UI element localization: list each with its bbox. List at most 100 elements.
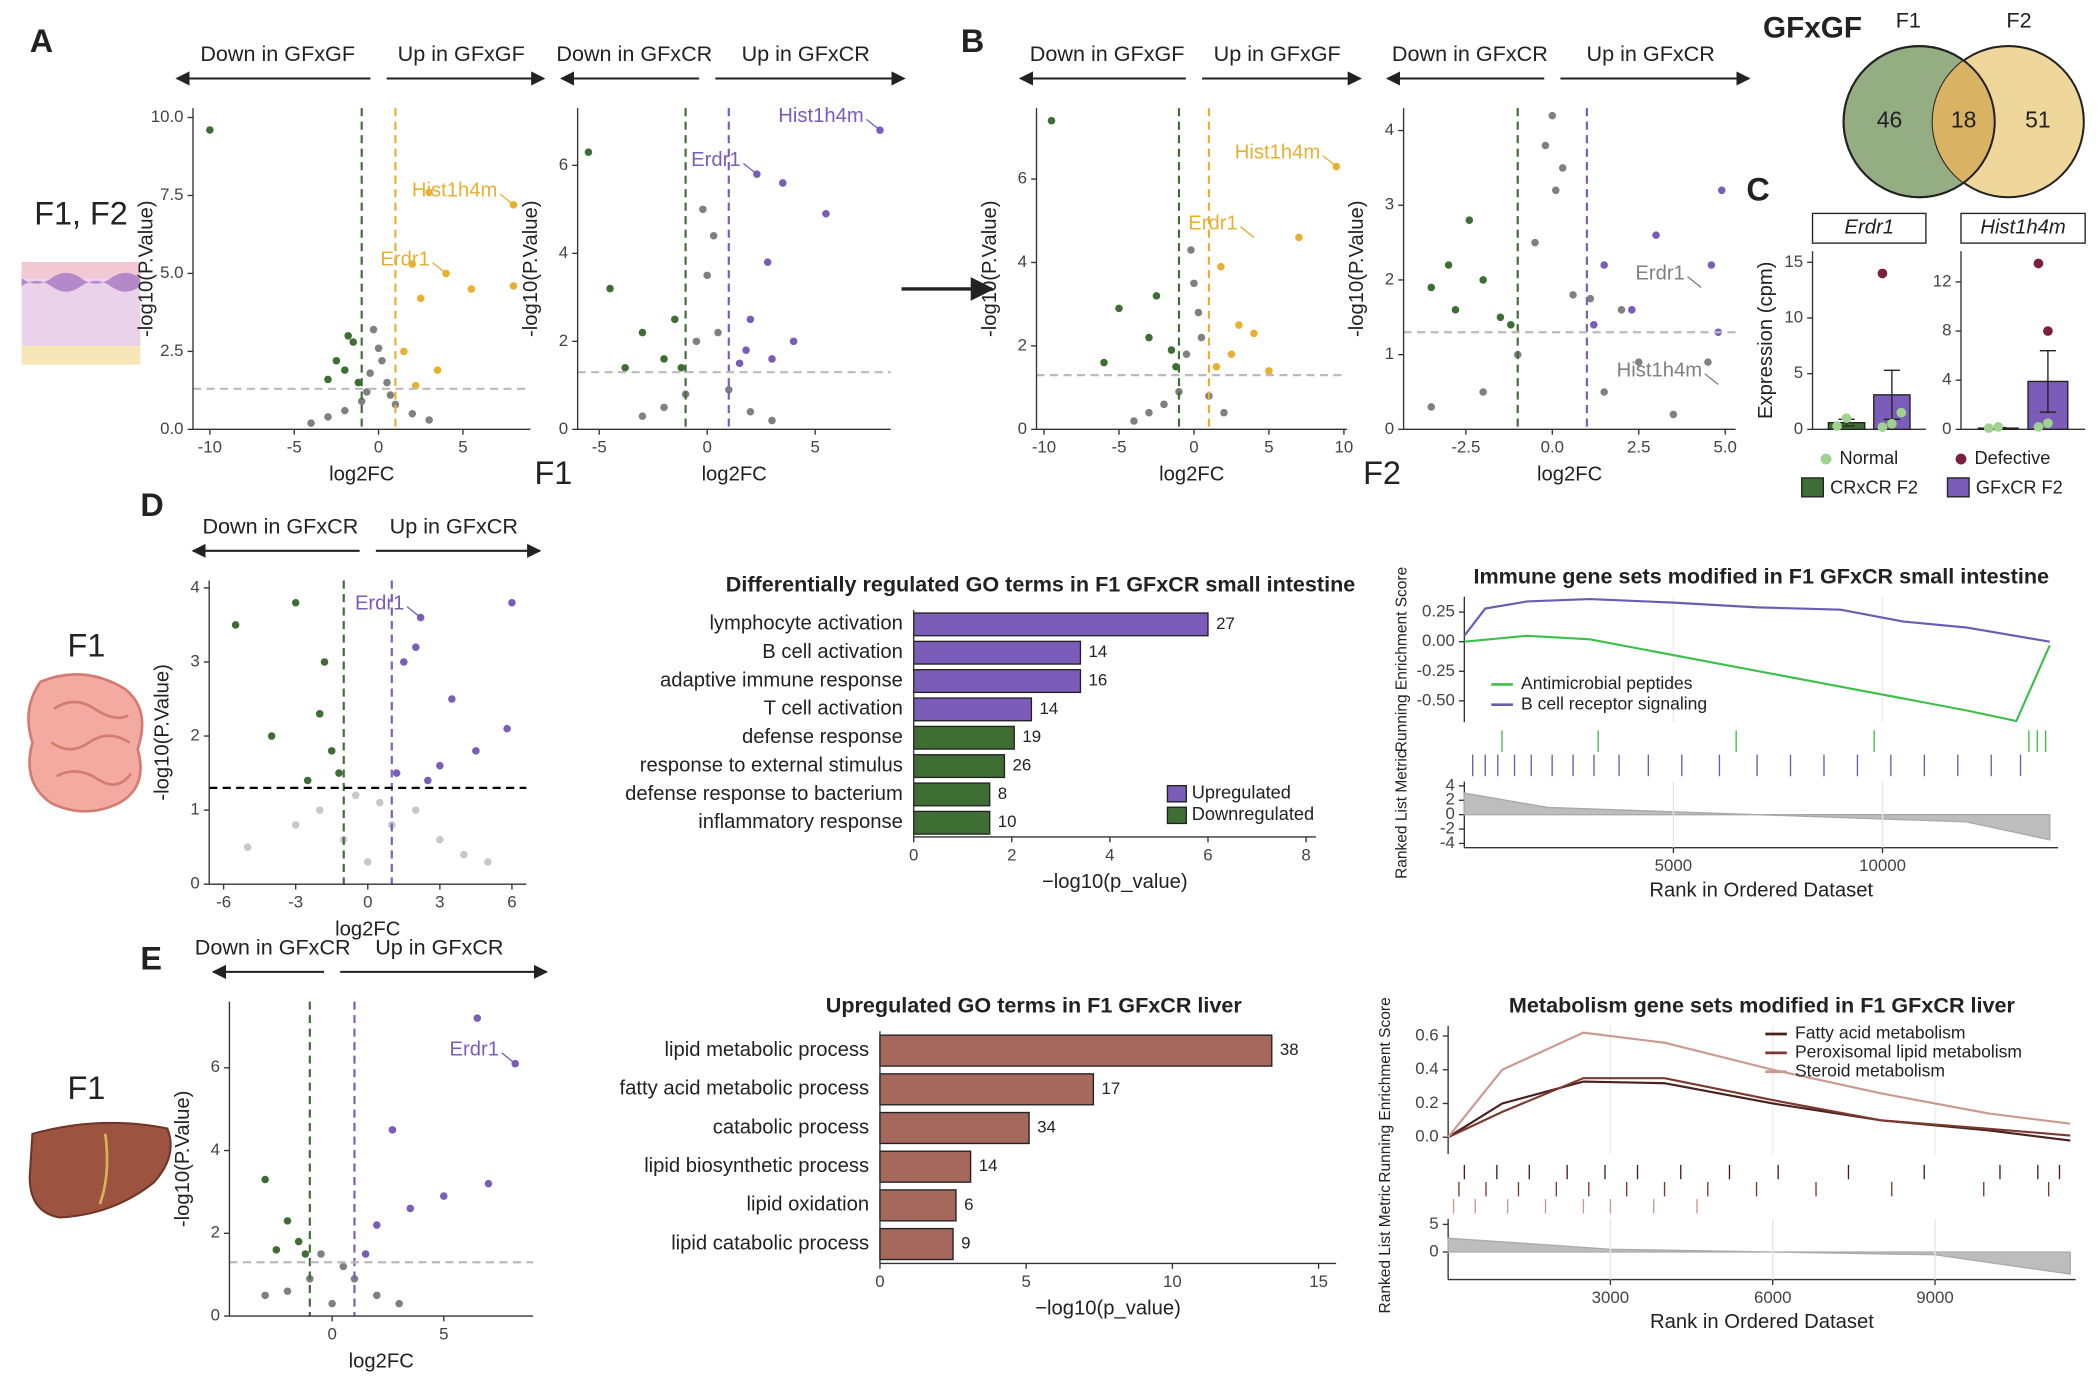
annotation: Hist1h4m (412, 180, 497, 202)
legend-dot (1955, 453, 1967, 465)
point (1167, 346, 1176, 354)
annotation: Hist1h4m (1235, 141, 1320, 163)
point (746, 315, 755, 324)
enrichment-line (1464, 634, 2051, 723)
point (272, 1246, 281, 1254)
x-tick-label: -5 (592, 438, 607, 457)
point (433, 366, 442, 374)
y-axis-label: -log10(P.Value) (135, 201, 157, 337)
arrow-label: Down in GFxCR (195, 935, 351, 960)
point (1427, 283, 1436, 292)
bar (879, 1227, 954, 1261)
dot (2033, 422, 2044, 432)
y-tick-label: -0.25 (1416, 661, 1454, 680)
category-label: lipid biosynthetic process (644, 1155, 869, 1177)
y-tick-label: 2 (1018, 335, 1027, 354)
bar (913, 697, 1033, 722)
enrichment-line (1447, 1077, 2071, 1139)
venn-value: 51 (2025, 107, 2051, 133)
point (320, 658, 329, 666)
point (763, 258, 772, 266)
x-tick-label: 0.0 (1541, 438, 1564, 457)
point (1652, 231, 1660, 239)
point (1145, 333, 1153, 342)
venn-outline (1842, 45, 1996, 199)
y-tick-label: 5.0 (160, 263, 183, 282)
annotation-leader (866, 118, 881, 131)
value-label: 9 (961, 1234, 970, 1253)
x-tick-label: 0 (363, 893, 372, 912)
x-axis-label: log2FC (349, 1350, 414, 1372)
point (294, 1237, 303, 1246)
category-label: inflammatory response (698, 811, 903, 833)
annotation-leader (1704, 373, 1719, 386)
annotation: Erdr1 (450, 1038, 499, 1060)
point (267, 732, 276, 740)
annotation-leader (499, 193, 514, 206)
point (366, 369, 374, 377)
category-label: lipid oxidation (747, 1194, 870, 1216)
point (1182, 350, 1191, 359)
group-label: F1 (534, 455, 572, 491)
x-axis-label: log2FC (1159, 464, 1224, 486)
bar (913, 669, 1082, 694)
annotation-leader (501, 1052, 516, 1065)
y-tick-label: 1 (190, 800, 199, 819)
legend-label: Normal (1840, 448, 1899, 468)
point (768, 355, 776, 363)
point (351, 791, 360, 800)
point (621, 363, 629, 372)
bar (913, 725, 1015, 750)
legend-label: Downregulated (1192, 804, 1314, 824)
x-tick-label: 5 (1021, 1272, 1030, 1291)
point (1130, 417, 1138, 425)
point (1194, 308, 1203, 317)
x-tick-label: 0 (703, 438, 712, 457)
y-tick-label: 2 (559, 331, 568, 350)
x-tick-label: 6000 (1754, 1288, 1792, 1307)
panel-label: B (961, 23, 984, 59)
y-tick-label: 0.4 (1415, 1059, 1438, 1078)
point (425, 416, 433, 424)
point (1479, 276, 1487, 284)
point (660, 403, 668, 412)
arrow-label: Up in GFxCR (390, 514, 518, 539)
point (1558, 164, 1567, 172)
point (412, 643, 420, 651)
dot (1832, 421, 1842, 431)
point (503, 724, 511, 733)
y-tick-label: 0 (1385, 419, 1394, 438)
x-tick-label: 10 (1335, 438, 1354, 457)
point (508, 598, 516, 607)
point (412, 806, 420, 814)
x-tick-label: 6 (507, 893, 516, 912)
y-tick-label: 0 (1018, 419, 1027, 438)
x-tick-label: -5 (1111, 438, 1126, 457)
y-tick-label: 15 (1784, 252, 1803, 271)
point (1265, 367, 1273, 375)
venn-title: GFxGF (1763, 12, 1862, 45)
point (1496, 313, 1505, 322)
point (400, 658, 408, 666)
bar (913, 810, 991, 835)
arrow-label: Up in GFxCR (375, 935, 503, 960)
point (406, 1204, 415, 1213)
y-axis-label: Ranked List Metric (1393, 750, 1410, 879)
y-tick-label: 0 (559, 419, 568, 438)
x-axis-label: log2FC (335, 918, 400, 940)
panel-label: C (1746, 171, 1769, 207)
chart-title: Differentially regulated GO terms in F1 … (726, 572, 1356, 597)
point (425, 188, 433, 197)
point (725, 385, 733, 394)
y-axis-label: Running Enrichment Score (1393, 567, 1410, 752)
point (395, 1299, 403, 1308)
x-tick-label: 3 (435, 893, 444, 912)
arrow-label: Down in GFxCR (556, 41, 712, 66)
dot (1877, 268, 1888, 279)
point (703, 271, 711, 280)
panel-label: E (140, 941, 162, 977)
value-label: 27 (1216, 614, 1235, 633)
x-tick-label: -2.5 (1451, 438, 1480, 457)
point (411, 381, 420, 390)
